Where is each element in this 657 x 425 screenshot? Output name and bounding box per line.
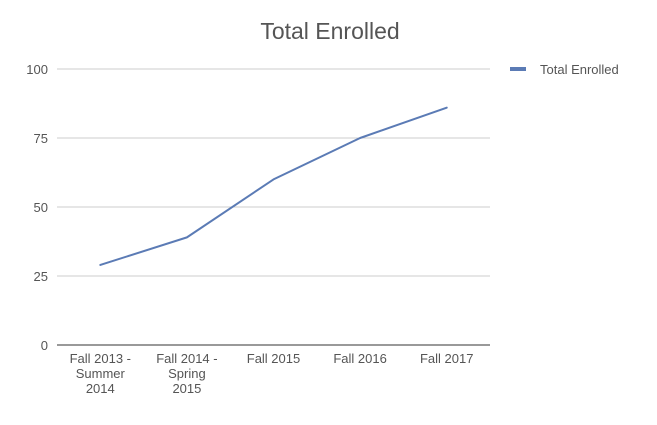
legend-label-total-enrolled: Total Enrolled (540, 62, 619, 77)
series-lines (99, 106, 448, 266)
x-tick-label-5: Fall 2017 (420, 351, 473, 366)
x-tick-label-3: Fall 2015 (247, 351, 300, 366)
y-tick-label-0: 0 (41, 338, 48, 353)
y-tick-label-50: 50 (34, 200, 48, 215)
x-tick-label-2: Fall 2014 -Spring 2015 (156, 351, 217, 396)
legend: Total Enrolled (510, 62, 619, 77)
chart-title: Total Enrolled (260, 18, 399, 44)
series-line-1 (99, 106, 448, 266)
gridlines (57, 68, 490, 277)
x-tick-label-4: Fall 2016 (333, 351, 386, 366)
y-tick-label-75: 75 (34, 131, 48, 146)
x-axis-tick-labels: Fall 2013 -Summer 2014 Fall 2014 -Spring 20… (70, 351, 474, 396)
y-axis-tick-labels: 0 25 50 75 100 (26, 62, 48, 353)
y-tick-label-100: 100 (26, 62, 48, 77)
y-tick-label-25: 25 (34, 269, 48, 284)
x-tick-label-1: Fall 2013 -Summer 2014 (70, 351, 131, 396)
